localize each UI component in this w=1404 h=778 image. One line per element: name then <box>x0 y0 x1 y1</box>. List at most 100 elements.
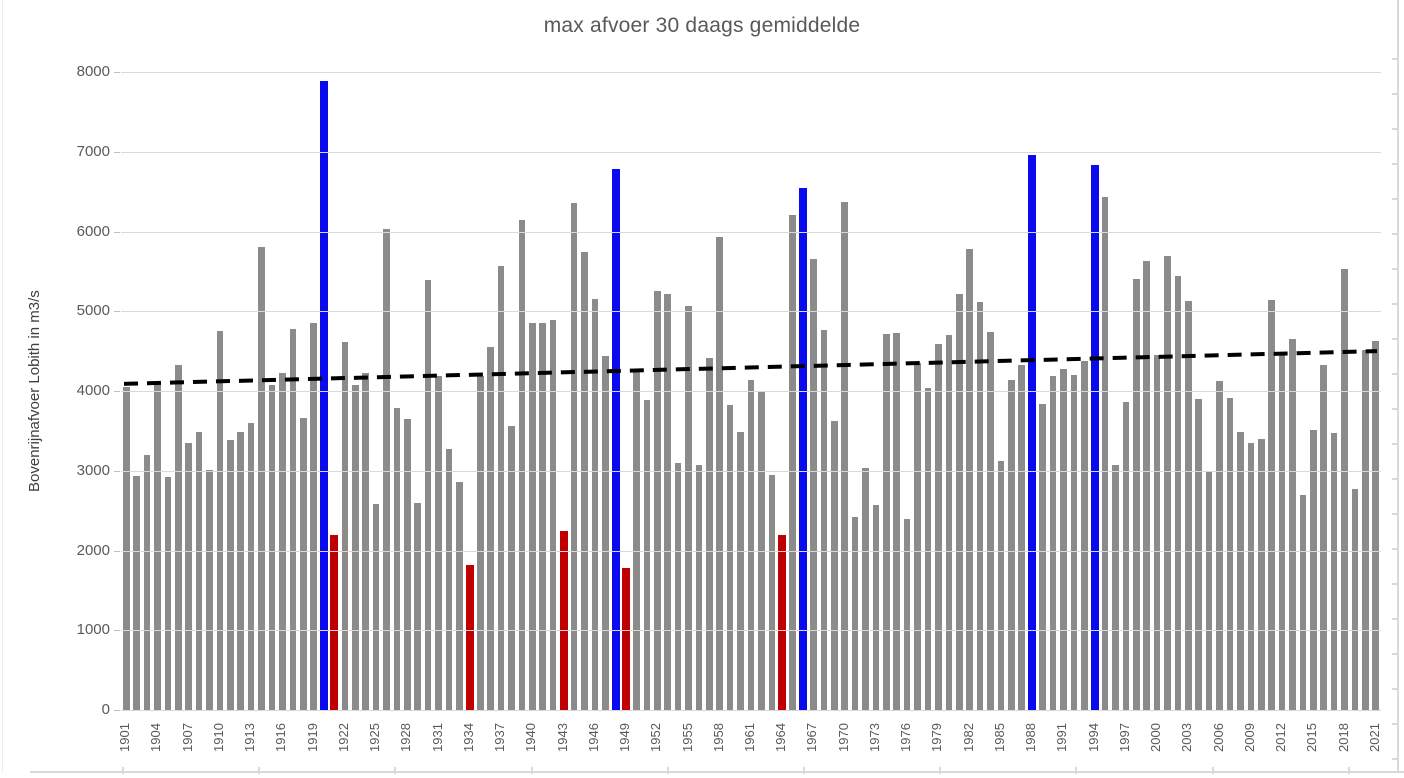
bar-1940 <box>529 323 536 710</box>
x-tick-label: 2015 <box>1304 723 1320 752</box>
x-tick-label: 2012 <box>1273 723 1289 752</box>
bar-1959 <box>726 405 734 710</box>
y-tick-mark <box>114 470 120 472</box>
bar-1939 <box>518 219 526 710</box>
bottom-border-tick <box>666 767 669 774</box>
right-ruler-tick <box>1392 653 1397 655</box>
x-tick-label: 1919 <box>304 723 320 752</box>
y-tick-label: 4000 <box>76 382 110 399</box>
bar-1919 <box>310 323 317 710</box>
bar-2015 <box>1310 430 1317 710</box>
bar-1966 <box>799 188 808 710</box>
bar-1983 <box>976 301 984 710</box>
gridline <box>121 151 1381 153</box>
x-tick-label: 1925 <box>367 723 383 752</box>
right-ruler-tick <box>1392 478 1397 480</box>
bar-1938 <box>508 426 515 710</box>
right-ruler-tick <box>1392 618 1397 620</box>
bar-1947 <box>601 355 609 710</box>
bar-1906 <box>174 364 182 710</box>
x-tick-label: 1952 <box>648 723 664 752</box>
bar-1974 <box>883 334 890 710</box>
x-tick-label: 1982 <box>960 723 976 752</box>
bar-1948 <box>611 168 620 710</box>
bar-1913 <box>247 422 255 710</box>
bar-1915 <box>268 385 276 710</box>
bottom-border-tick <box>939 767 942 774</box>
right-ruler-tick <box>1392 93 1397 95</box>
bottom-border-tick <box>1075 767 1078 774</box>
bar-1957 <box>706 357 713 710</box>
bar-2010 <box>1257 438 1265 710</box>
bar-1924 <box>362 373 369 710</box>
x-tick-label: 1937 <box>492 723 508 752</box>
x-tick-label: 1922 <box>335 723 351 752</box>
trend-line <box>123 349 1378 386</box>
y-tick-mark <box>114 710 120 711</box>
bar-1931 <box>435 375 442 710</box>
bar-1986 <box>1008 379 1015 710</box>
bar-1918 <box>299 418 307 710</box>
bottom-border-tick <box>1211 767 1214 774</box>
bar-1972 <box>862 468 869 710</box>
x-tick-label: 2003 <box>1179 723 1195 752</box>
bar-1944 <box>570 202 578 710</box>
bar-1907 <box>185 442 192 710</box>
y-tick-label: 5000 <box>76 302 110 320</box>
x-tick-label: 1901 <box>117 723 133 752</box>
x-tick-label: 1955 <box>679 723 695 752</box>
x-tick-label: 1949 <box>617 723 633 752</box>
bar-1904 <box>154 382 161 710</box>
y-tick-mark <box>114 231 120 233</box>
right-ruler-tick <box>1392 198 1397 200</box>
bar-1994 <box>1090 164 1099 710</box>
bar-1937 <box>497 265 505 710</box>
bar-1977 <box>914 363 921 710</box>
right-ruler-tick <box>1392 373 1397 375</box>
bar-1905 <box>164 477 172 710</box>
bar-1964 <box>778 534 787 710</box>
bar-1981 <box>955 293 963 710</box>
right-ruler-tick <box>1392 408 1397 410</box>
bar-1916 <box>279 373 286 710</box>
gridline <box>121 630 1381 632</box>
bar-2011 <box>1268 300 1275 710</box>
bar-2012 <box>1278 355 1286 710</box>
x-tick-label: 2006 <box>1210 723 1226 752</box>
bar-1909 <box>206 469 213 710</box>
bar-2013 <box>1289 339 1296 710</box>
bar-1971 <box>851 517 859 710</box>
x-tick-label: 2018 <box>1335 723 1351 752</box>
bottom-border-tick <box>1347 767 1350 774</box>
bar-1978 <box>924 387 932 710</box>
y-tick-mark <box>114 151 120 153</box>
bar-2009 <box>1247 442 1255 710</box>
bar-1921 <box>330 534 339 710</box>
x-tick-label: 1991 <box>1054 723 1070 752</box>
bar-1961 <box>747 379 755 710</box>
bar-1979 <box>935 343 942 710</box>
bar-2002 <box>1174 276 1182 710</box>
bar-1967 <box>810 259 817 710</box>
bar-1923 <box>351 384 359 710</box>
right-ruler-tick <box>1392 163 1397 165</box>
gridline <box>121 391 1381 392</box>
bar-1984 <box>987 332 994 710</box>
x-tick-label: 1928 <box>398 723 414 752</box>
x-tick-label: 1985 <box>991 723 1007 752</box>
bar-1992 <box>1070 375 1078 710</box>
bar-1942 <box>549 320 557 710</box>
y-tick-mark <box>114 311 120 313</box>
y-tick-mark <box>114 72 120 73</box>
bar-1960 <box>737 431 744 710</box>
bar-1969 <box>831 421 838 710</box>
right-ruler-line <box>1397 0 1399 772</box>
gridline <box>121 231 1381 233</box>
bar-1928 <box>404 418 411 710</box>
right-ruler-tick <box>1392 758 1397 760</box>
gridline <box>121 72 1381 73</box>
bar-1975 <box>893 332 901 710</box>
bar-2006 <box>1216 381 1223 710</box>
bar-1945 <box>581 252 588 710</box>
